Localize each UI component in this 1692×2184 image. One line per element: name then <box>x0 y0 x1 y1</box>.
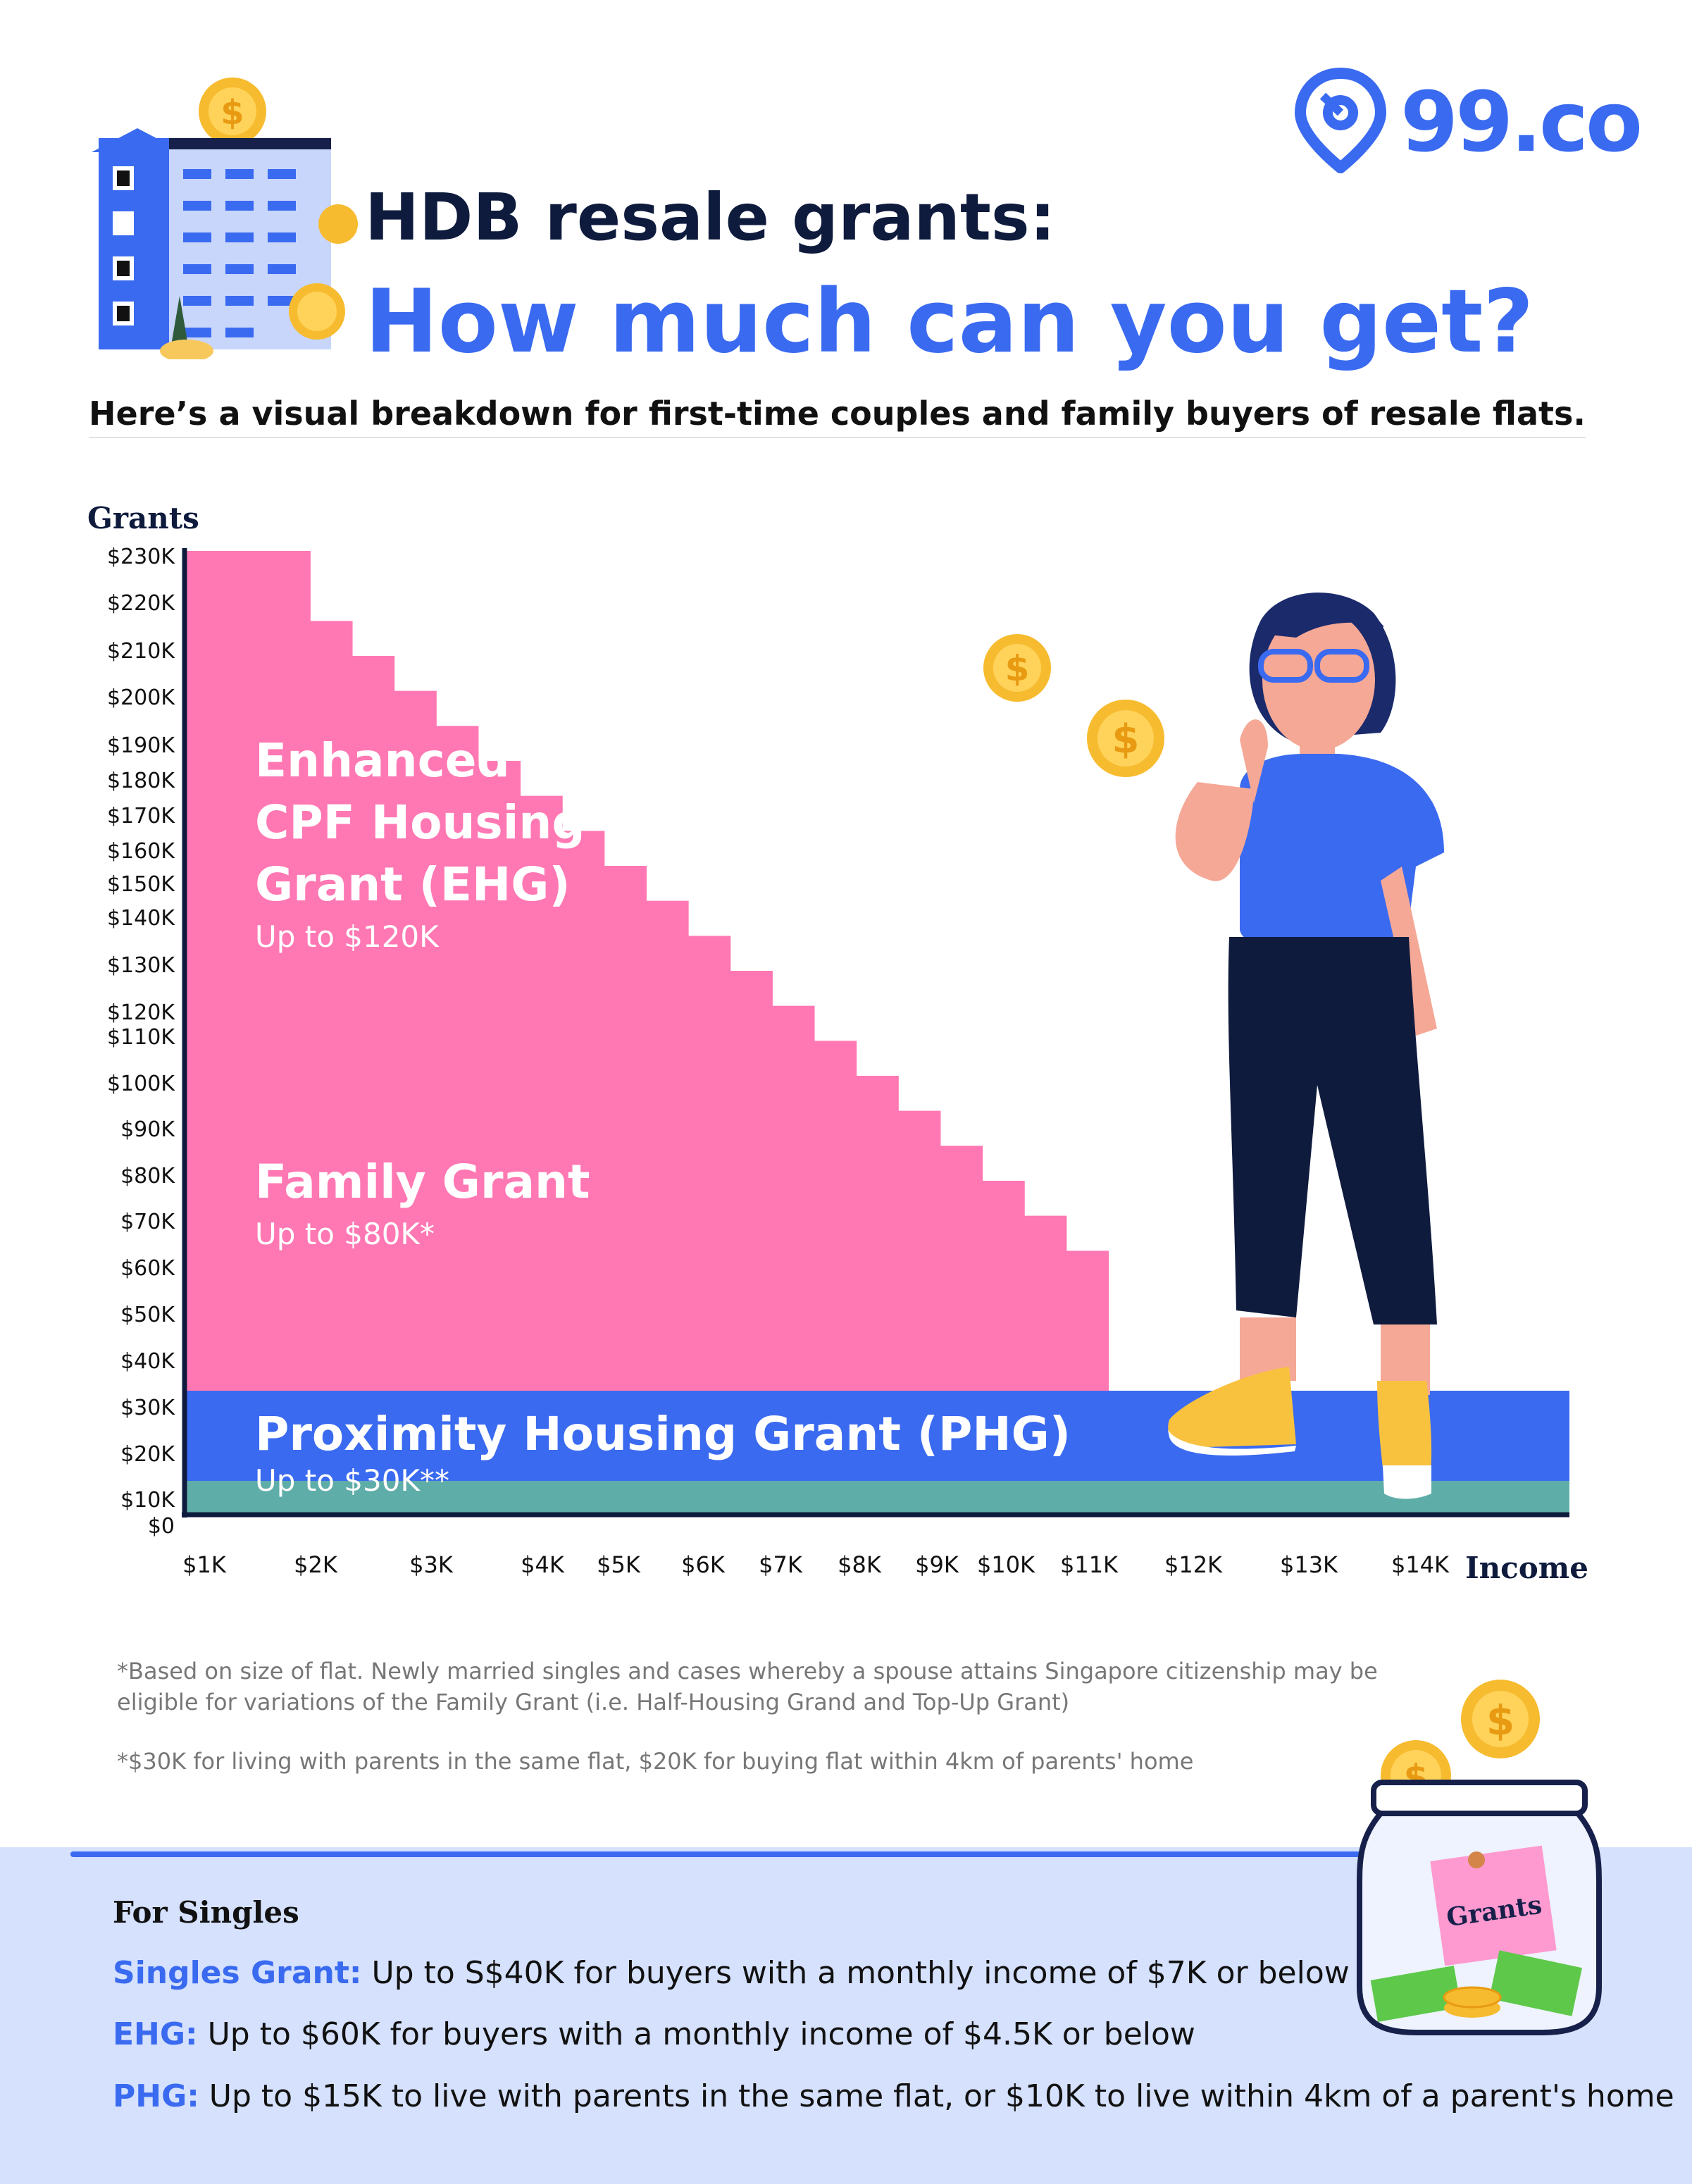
ehg-band <box>185 551 1109 1391</box>
y-tick-label: $140K <box>107 906 175 931</box>
y-tick-label: $110K <box>107 1025 175 1050</box>
y-tick-label: $210K <box>107 639 175 664</box>
x-tick-label: $2K <box>294 1551 338 1578</box>
building-illustration: $ <box>92 77 358 359</box>
y-tick-label: $0 <box>148 1514 175 1539</box>
x-tick-label: $5K <box>597 1551 641 1578</box>
page-title-question: How much can you get? <box>365 271 1534 373</box>
y-tick-label: $50K <box>120 1303 175 1327</box>
y-tick-label: $20K <box>120 1442 175 1467</box>
singles-item-label: Singles Grant: <box>113 1955 362 1991</box>
y-tick-label: $170K <box>107 804 175 829</box>
y-tick-label: $40K <box>120 1349 175 1374</box>
x-tick-label: $8K <box>838 1551 882 1578</box>
y-tick-label: $90K <box>120 1117 175 1142</box>
singles-item-text: Up to S$40K for buyers with a monthly in… <box>361 1955 1350 1991</box>
x-axis-title: Income <box>1465 1551 1588 1585</box>
y-tick-label: $130K <box>107 953 175 978</box>
singles-item: PHG: Up to $15K to live with parents in … <box>113 2078 1674 2114</box>
phg-band <box>185 1481 1569 1515</box>
y-tick-label: $200K <box>107 685 175 710</box>
page-subtitle: Here’s a visual breakdown for first-time… <box>89 395 1586 438</box>
family-grant-label: Family Grant <box>255 1155 590 1209</box>
y-tick-label: $100K <box>107 1072 175 1096</box>
footnote-phg: *$30K for living with parents in the sam… <box>117 1748 1194 1775</box>
x-tick-label: $11K <box>1060 1551 1119 1578</box>
y-tick-label: $190K <box>107 733 175 758</box>
ehg-label: Grant (EHG) <box>255 857 571 912</box>
singles-item-text: Up to $15K to live with parents in the s… <box>199 2078 1674 2114</box>
y-tick-label: $120K <box>107 1000 175 1025</box>
money-jar-illustration: $ $ Grants <box>1357 1680 1602 2035</box>
singles-item: Singles Grant: Up to S$40K for buyers wi… <box>113 1955 1350 1991</box>
x-tick-label: $9K <box>915 1551 959 1578</box>
singles-heading: For Singles <box>113 1895 299 1930</box>
x-tick-label: $3K <box>409 1551 454 1578</box>
y-tick-label: $180K <box>107 769 175 793</box>
svg-text:$: $ <box>1486 1696 1514 1744</box>
x-tick-label: $12K <box>1164 1551 1223 1578</box>
dollar-coin-icon: $ <box>1087 700 1164 777</box>
svg-text:$: $ <box>1005 648 1030 689</box>
y-tick-label: $70K <box>120 1210 175 1234</box>
y-tick-label: $80K <box>120 1164 175 1189</box>
ehg-label: Enhanced <box>255 733 510 788</box>
singles-item-label: EHG: <box>113 2016 198 2052</box>
y-tick-label: $160K <box>107 839 175 864</box>
singles-item-text: Up to $60K for buyers with a monthly inc… <box>197 2016 1195 2052</box>
y-tick-label: $60K <box>120 1256 175 1281</box>
family-grant-sublabel: Up to $80K* <box>255 1217 435 1251</box>
svg-text:$: $ <box>1112 716 1140 762</box>
x-tick-label: $14K <box>1391 1551 1450 1578</box>
grants-chart: $ $ $0$10K$20K$30K$40K$50K <box>87 501 1588 1585</box>
y-tick-label: $230K <box>107 545 175 569</box>
y-tick-label: $30K <box>120 1396 175 1420</box>
ehg-label: CPF Housing <box>255 795 585 850</box>
footnote-family-grant: *Based on size of flat. Newly married si… <box>117 1658 1378 1715</box>
y-tick-label: $150K <box>107 872 175 897</box>
y-tick-label: $220K <box>107 591 175 616</box>
x-tick-label: $6K <box>681 1551 726 1578</box>
singles-item-label: PHG: <box>113 2078 199 2114</box>
dollar-coin-icon: $ <box>983 634 1051 702</box>
x-tick-label: $1K <box>182 1551 227 1578</box>
phg-label: Proximity Housing Grant (PHG) <box>255 1407 1071 1461</box>
x-tick-label: $13K <box>1280 1551 1338 1578</box>
x-tick-label: $4K <box>521 1551 565 1578</box>
location-pin-icon <box>1294 67 1387 175</box>
footnotes: *Based on size of flat. Newly married si… <box>117 1656 1455 1805</box>
svg-text:$: $ <box>220 93 244 132</box>
phg-sublabel: Up to $30K** <box>255 1463 449 1498</box>
divider <box>70 1851 1451 1857</box>
brand-logo: 99.co <box>1294 67 1643 180</box>
x-tick-label: $10K <box>977 1551 1035 1578</box>
dollar-coin-icon: $ <box>1461 1680 1540 1758</box>
y-tick-label: $10K <box>120 1488 175 1513</box>
family-grant-band <box>185 1391 1569 1481</box>
y-axis-title: Grants <box>87 501 199 535</box>
woman-thinking-illustration <box>1168 592 1444 1499</box>
logo-text: 99.co <box>1400 73 1643 170</box>
page-title: HDB resale grants: <box>365 180 1056 255</box>
singles-item: EHG: Up to $60K for buyers with a monthl… <box>113 2016 1195 2052</box>
x-tick-label: $7K <box>759 1551 803 1578</box>
ehg-sublabel: Up to $120K <box>255 919 440 954</box>
